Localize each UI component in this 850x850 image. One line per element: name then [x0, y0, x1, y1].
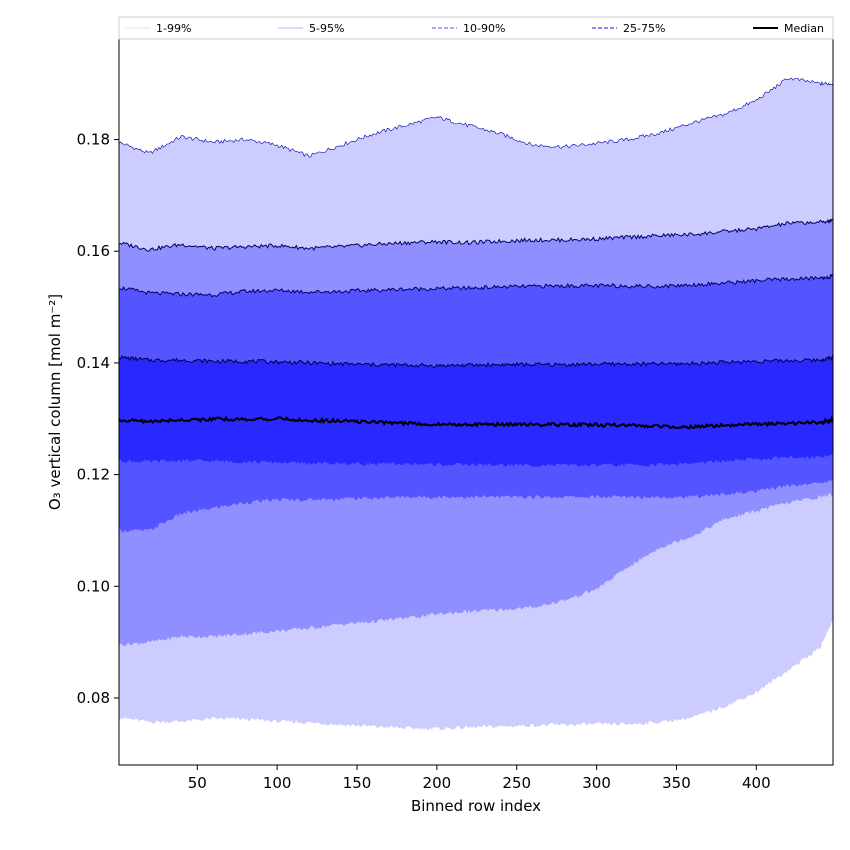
legend-label: Median: [784, 22, 824, 35]
x-tick-label: 100: [263, 774, 292, 792]
y-tick-label: 0.16: [77, 242, 110, 260]
x-tick-label: 250: [502, 774, 531, 792]
legend-label: 1-99%: [156, 22, 191, 35]
band-upper-edge-5-95%: [118, 218, 834, 252]
x-tick-label: 350: [662, 774, 691, 792]
band-upper-edge-1-99%: [118, 77, 834, 158]
legend-label: 5-95%: [309, 22, 344, 35]
legend-label: 10-90%: [463, 22, 505, 35]
y-tick-label: 0.08: [77, 689, 110, 707]
y-tick-label: 0.14: [77, 354, 110, 372]
legend-label: 25-75%: [623, 22, 665, 35]
x-axis-ticks: 50 100 150 200 250 300 350 400: [188, 765, 771, 792]
band-upper-edge-25-75%: [118, 354, 834, 369]
y-tick-label: 0.12: [77, 466, 110, 484]
x-tick-label: 300: [582, 774, 611, 792]
x-tick-label: 150: [343, 774, 372, 792]
legend: 1-99% 5-95% 10-90% 25-75% Median: [118, 16, 834, 40]
y-tick-label: 0.18: [77, 131, 110, 149]
x-tick-label: 200: [423, 774, 452, 792]
y-axis-ticks: 0.08 0.10 0.12 0.14 0.16 0.18: [77, 131, 119, 707]
median-line: [118, 415, 834, 430]
x-tick-label: 50: [188, 774, 207, 792]
band-upper-edge-10-90%: [118, 273, 834, 298]
y-axis-label: O₃ vertical column [mol m⁻²]: [46, 294, 64, 510]
band-area-25-75%: [119, 356, 833, 467]
x-axis-label: Binned row index: [411, 797, 541, 815]
legend-box: [118, 16, 834, 40]
y-tick-label: 0.10: [77, 577, 110, 595]
x-tick-label: 400: [742, 774, 771, 792]
median-layer: [118, 415, 834, 430]
bands-layer: [118, 77, 834, 731]
